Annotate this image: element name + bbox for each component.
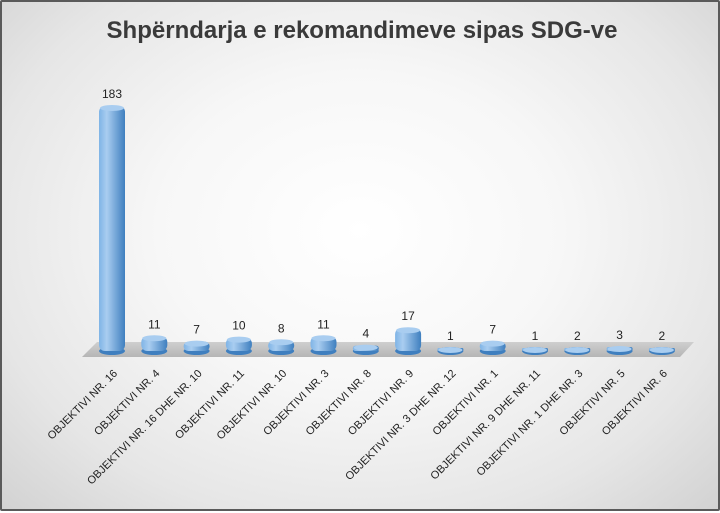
chart-title: Shpërndarja e rekomandimeve sipas SDG-ve [107,17,618,44]
bar-12 [564,347,591,355]
bar-4 [225,336,252,355]
bar-7 [352,344,379,355]
value-label: 17 [401,309,415,323]
bar-top [480,340,505,347]
value-label: 183 [102,87,122,101]
value-label: 3 [616,328,623,342]
bar-body [395,328,422,351]
bar-top [565,347,590,353]
bar-2 [141,335,168,355]
bar-8 [395,327,422,355]
bar-top [184,340,209,347]
bar-3 [183,340,210,355]
bar-top [311,335,336,342]
value-label: 7 [489,323,496,337]
bar-body [99,106,125,351]
value-label: 1 [532,329,539,343]
bar-11 [522,347,548,355]
value-label: 2 [574,329,581,343]
bar-14 [648,347,675,355]
bar-top [142,335,167,342]
value-label: 11 [148,317,161,331]
bar-top [607,345,632,352]
bar-top [438,347,463,353]
value-label: 2 [659,329,666,343]
bars-layer [99,105,675,355]
bar-13 [606,345,633,355]
bar-top [226,336,251,343]
value-label: 7 [193,323,200,337]
bar-9 [437,347,464,355]
bar-top [269,339,294,346]
category-label: OBJEKTIVI NR. 16 [45,368,120,443]
value-label: 8 [278,321,285,335]
bar-top [396,327,421,334]
bar-top [649,347,674,353]
value-label: 4 [362,327,369,341]
value-label: 1 [447,329,454,343]
bar-top [523,347,547,353]
bar-1 [99,105,125,355]
bar-top [353,344,378,351]
category-label: OBJEKTIVI NR. 10 [215,368,290,443]
bar-5 [268,339,295,355]
chart-floor [82,342,694,357]
value-label: 10 [232,319,246,333]
bar-top [100,105,124,111]
bar-6 [310,335,337,355]
bar-10 [479,340,506,355]
value-label: 11 [317,317,330,331]
